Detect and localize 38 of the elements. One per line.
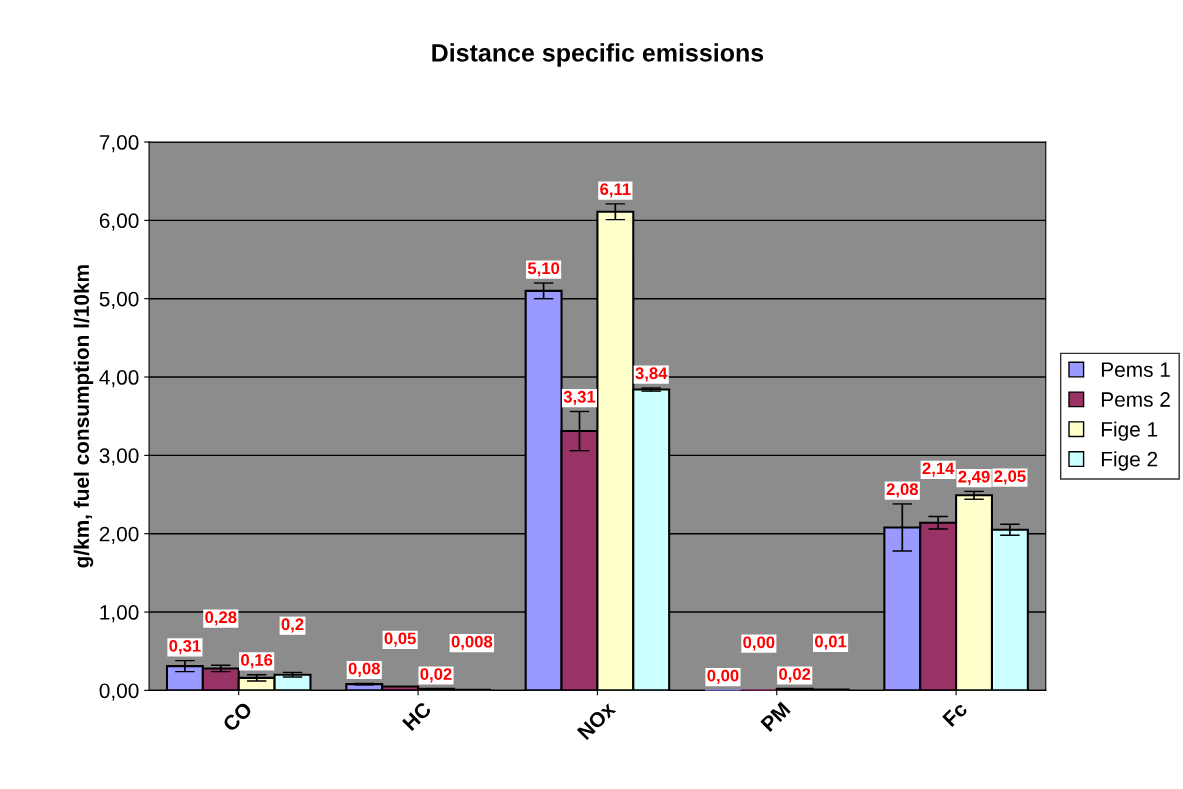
data-label: 0,08 <box>348 662 380 677</box>
data-label: 0,2 <box>281 618 304 633</box>
data-label: 2,49 <box>958 470 990 485</box>
data-label: 0,01 <box>815 635 847 650</box>
data-label: 0,00 <box>707 669 739 684</box>
y-tick-label: 7,00 <box>99 135 139 153</box>
data-label: 5,10 <box>527 262 560 277</box>
data-label: 3,31 <box>563 390 596 406</box>
data-label: 2,05 <box>994 470 1026 485</box>
x-tick-label: HC <box>401 700 433 732</box>
data-label: 0,00 <box>743 636 775 651</box>
chart-title: Distance specific emissions <box>432 43 764 67</box>
data-label: 0,02 <box>420 668 452 683</box>
y-tick-label: 5,00 <box>99 291 139 309</box>
y-axis-title: g/km, fuel consumption l/10km <box>73 265 94 568</box>
y-tick-label: 6,00 <box>99 213 139 231</box>
data-label: 0,05 <box>384 632 416 647</box>
data-label: 0,31 <box>169 639 201 655</box>
x-tick-label: PM <box>760 701 791 732</box>
legend-label: Fige 2 <box>1101 451 1158 471</box>
data-label: 0,16 <box>241 654 273 669</box>
data-label: 2,08 <box>886 483 919 498</box>
data-label: 2,14 <box>922 462 955 477</box>
data-label: 0,28 <box>205 611 237 626</box>
y-tick-label: 2,00 <box>99 526 139 544</box>
x-tick-label: CO <box>221 701 254 733</box>
data-label: 0,02 <box>779 668 811 683</box>
data-label: 6,11 <box>600 183 631 198</box>
legend-label: Pems 2 <box>1101 392 1170 407</box>
y-tick-label: 3,00 <box>99 448 139 466</box>
y-tick-label: 0,00 <box>99 683 139 701</box>
y-tick-label: 1,00 <box>100 605 139 623</box>
legend-label: Pems 1 <box>1101 362 1170 378</box>
data-label: 3,84 <box>635 367 668 382</box>
y-tick-label: 4,00 <box>99 370 139 388</box>
x-tick-label: Fc <box>942 701 969 728</box>
data-label: 0,008 <box>451 635 493 650</box>
legend-label: Fige 1 <box>1101 421 1158 441</box>
